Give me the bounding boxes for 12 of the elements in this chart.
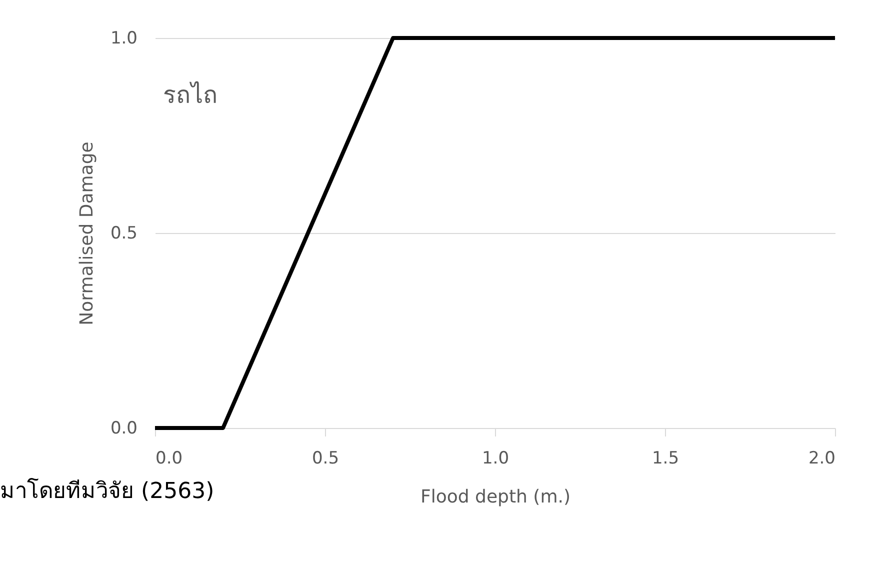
- text: มาโดยทีมวิจัย (2563): [0, 478, 214, 504]
- x-axis-title: Flood depth (m.): [420, 486, 570, 508]
- x-tick-label: 0.5: [312, 448, 340, 468]
- x-tick-label: 1.0: [482, 448, 510, 468]
- x-tick-label: 2.0: [808, 448, 836, 468]
- y-tick-label: 0.5: [110, 224, 138, 244]
- x-tick-label: 1.5: [652, 448, 680, 468]
- y-tick-label: 1.0: [110, 28, 138, 48]
- y-axis-title: Normalised Damage: [76, 142, 98, 326]
- y-tick-label: 0.0: [110, 418, 138, 438]
- x-tick-label: 0.0: [156, 448, 183, 468]
- annotation: รถไถ: [163, 81, 218, 109]
